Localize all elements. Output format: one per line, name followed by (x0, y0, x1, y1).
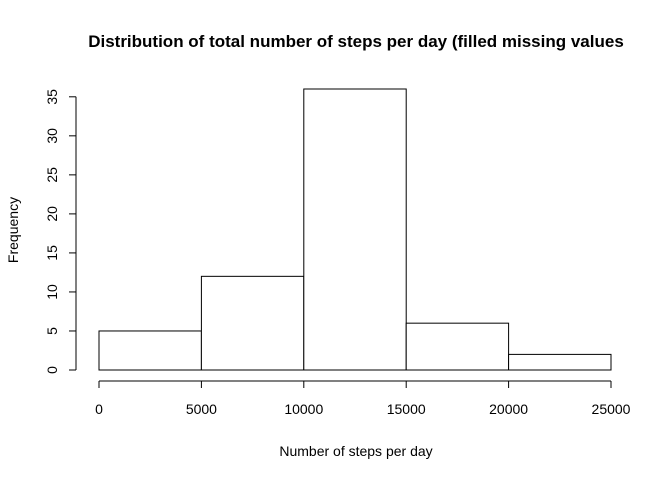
histogram-bar-0 (98, 330, 202, 371)
bars-group (98, 88, 612, 371)
x-tick-label-1: 5000 (186, 401, 217, 417)
histogram-bar-1 (200, 275, 305, 371)
y-tick-label-3: 15 (44, 245, 60, 261)
x-tick-label-2: 10000 (284, 401, 323, 417)
x-axis-label: Number of steps per day (279, 443, 432, 459)
x-tick-label-4: 20000 (489, 401, 528, 417)
y-tick-label-7: 35 (44, 89, 60, 105)
y-tick-label-1: 5 (44, 327, 60, 335)
histogram-bar-4 (508, 353, 612, 371)
y-axis-label: Frequency (5, 197, 21, 263)
y-tick-label-6: 30 (44, 128, 60, 144)
x-tick-label-0: 0 (95, 401, 103, 417)
y-axis: 0 5 10 15 20 25 30 35 (44, 89, 77, 374)
y-tick-label-0: 0 (44, 366, 60, 374)
x-axis: 0 5000 10000 15000 20000 25000 (95, 380, 631, 417)
x-tick-label-5: 25000 (592, 401, 631, 417)
y-tick-label-4: 20 (44, 206, 60, 222)
chart-title: Distribution of total number of steps pe… (88, 32, 624, 51)
x-tick-label-3: 15000 (387, 401, 426, 417)
y-tick-label-2: 10 (44, 284, 60, 300)
histogram-bar-2 (303, 88, 407, 371)
y-tick-label-5: 25 (44, 167, 60, 183)
histogram-bar-3 (405, 322, 510, 371)
